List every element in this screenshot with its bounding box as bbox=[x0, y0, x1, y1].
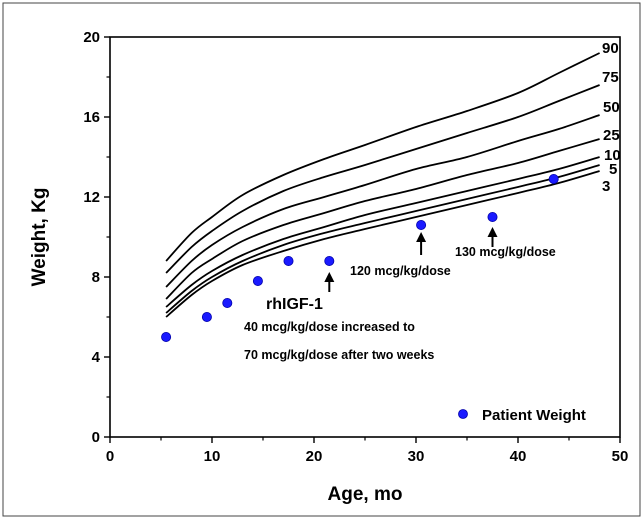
legend: Patient Weight bbox=[458, 407, 586, 424]
patient-weight-point bbox=[283, 255, 294, 266]
percentile-curve-50 bbox=[165, 114, 600, 288]
annotation-rhigf1: rhIGF-1 40 mcg/kg/dose increased to 70 m… bbox=[244, 296, 434, 362]
patient-weight-point bbox=[201, 311, 212, 322]
percentile-label-25: 25 bbox=[603, 127, 620, 144]
legend-label: Patient Weight bbox=[482, 407, 586, 424]
x-tick-label-0: 0 bbox=[106, 448, 114, 465]
x-tick-label-30: 30 bbox=[408, 448, 425, 465]
x-tick-label-20: 20 bbox=[306, 448, 323, 465]
annotation-dose130: 130 mcg/kg/dose bbox=[455, 245, 556, 259]
patient-weight-point bbox=[416, 219, 427, 230]
x-tick-label-40: 40 bbox=[510, 448, 527, 465]
x-tick-label-50: 50 bbox=[612, 448, 629, 465]
patient-weight-point bbox=[252, 275, 263, 286]
annotation-dose120: 120 mcg/kg/dose bbox=[350, 264, 451, 278]
annotation-rhigf1-line2: 70 mcg/kg/dose after two weeks bbox=[244, 348, 434, 362]
patient-weight-point bbox=[324, 255, 335, 266]
percentile-label-10: 10 bbox=[604, 147, 621, 164]
annotation-rhigf1-arrow-head bbox=[324, 272, 335, 282]
annotation-rhigf1-title: rhIGF-1 bbox=[266, 296, 323, 313]
y-tick-label-16: 16 bbox=[83, 109, 100, 126]
figure-border bbox=[2, 2, 641, 517]
percentile-curve-90 bbox=[165, 52, 600, 262]
percentile-label-75: 75 bbox=[602, 69, 619, 86]
percentile-label-3: 3 bbox=[602, 178, 610, 195]
patient-weight-point bbox=[487, 211, 498, 222]
percentile-label-5: 5 bbox=[609, 161, 617, 178]
y-axis-title: Weight, Kg bbox=[29, 188, 50, 287]
percentile-curve-5 bbox=[165, 164, 600, 314]
annotation-dose130-arrow-head bbox=[487, 227, 498, 237]
patient-weight-point bbox=[548, 173, 559, 184]
percentile-curve-75 bbox=[165, 84, 600, 274]
y-tick-label-8: 8 bbox=[92, 269, 100, 286]
percentile-label-50: 50 bbox=[603, 99, 620, 116]
percentile-curve-3 bbox=[165, 170, 600, 318]
y-tick-label-12: 12 bbox=[83, 189, 100, 206]
percentile-curve-25 bbox=[165, 138, 600, 300]
percentile-label-90: 90 bbox=[602, 40, 619, 57]
x-tick-label-10: 10 bbox=[204, 448, 221, 465]
percentile-curve-10 bbox=[165, 156, 600, 308]
annotation-rhigf1-line1: 40 mcg/kg/dose increased to bbox=[244, 320, 415, 334]
y-tick-label-0: 0 bbox=[92, 429, 100, 446]
patient-weight-point bbox=[161, 331, 172, 342]
x-axis-title: Age, mo bbox=[328, 484, 403, 505]
y-tick-label-4: 4 bbox=[92, 349, 101, 366]
y-tick-label-20: 20 bbox=[83, 29, 100, 46]
patient-weight-point bbox=[222, 297, 233, 308]
legend-marker bbox=[458, 409, 468, 419]
annotation-dose120-arrow-head bbox=[416, 232, 427, 242]
